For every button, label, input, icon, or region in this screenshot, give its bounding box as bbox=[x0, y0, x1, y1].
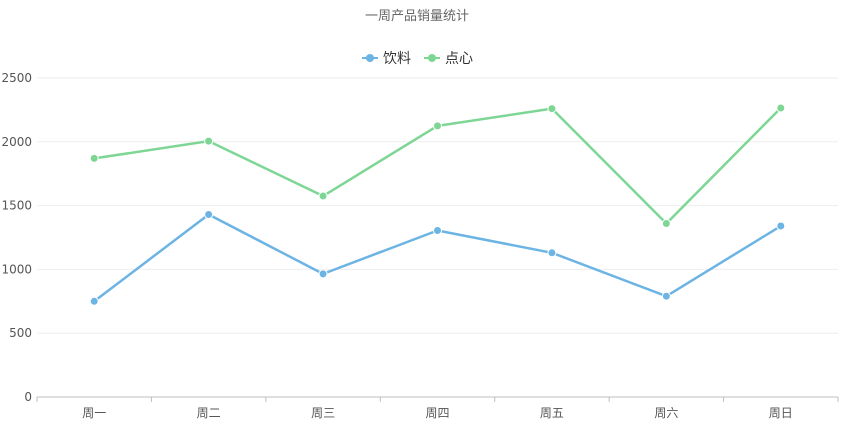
legend-label-drinks: 饮料 bbox=[383, 51, 411, 67]
data-point[interactable] bbox=[89, 153, 99, 163]
y-axis: 0 500 1000 1500 2000 2500 bbox=[1, 71, 32, 404]
data-point[interactable] bbox=[661, 291, 671, 301]
y-tick-label: 2000 bbox=[1, 135, 32, 149]
legend-label-snacks: 点心 bbox=[445, 51, 473, 67]
x-tick-label: 周二 bbox=[197, 406, 221, 420]
y-tick-label: 0 bbox=[24, 390, 32, 404]
x-tick-label: 周日 bbox=[769, 406, 793, 420]
data-point[interactable] bbox=[547, 248, 557, 258]
data-point[interactable] bbox=[547, 104, 557, 114]
chart-title: 一周产品销量统计 bbox=[365, 9, 469, 24]
data-point[interactable] bbox=[204, 210, 214, 220]
series-lines bbox=[89, 103, 786, 306]
data-point[interactable] bbox=[89, 296, 99, 306]
legend-item-snacks[interactable]: 点心 bbox=[424, 51, 473, 67]
data-point[interactable] bbox=[204, 136, 214, 146]
legend-marker-snacks bbox=[428, 54, 436, 62]
x-tick-label: 周六 bbox=[654, 406, 678, 420]
grid-lines bbox=[37, 77, 838, 334]
y-tick-label: 1000 bbox=[1, 262, 32, 276]
data-point[interactable] bbox=[661, 218, 671, 228]
legend-marker-drinks bbox=[366, 54, 374, 62]
y-tick-label: 500 bbox=[9, 326, 32, 340]
legend[interactable]: 饮料 点心 bbox=[362, 51, 473, 67]
x-tick-label: 周三 bbox=[311, 406, 335, 420]
data-point[interactable] bbox=[776, 221, 786, 231]
legend-item-drinks[interactable]: 饮料 bbox=[362, 51, 411, 67]
data-point[interactable] bbox=[433, 225, 442, 235]
x-axis: 周一 周二 周三 周四 周五 周六 周日 bbox=[36, 396, 839, 420]
y-tick-label: 1500 bbox=[1, 199, 32, 213]
data-point[interactable] bbox=[318, 269, 328, 279]
data-point[interactable] bbox=[318, 191, 328, 201]
data-point[interactable] bbox=[776, 103, 786, 113]
x-tick-label: 周一 bbox=[82, 406, 106, 420]
x-tick-label: 周五 bbox=[540, 406, 564, 420]
x-tick-label: 周四 bbox=[425, 406, 449, 420]
data-point[interactable] bbox=[433, 121, 442, 131]
y-tick-label: 2500 bbox=[1, 71, 32, 85]
